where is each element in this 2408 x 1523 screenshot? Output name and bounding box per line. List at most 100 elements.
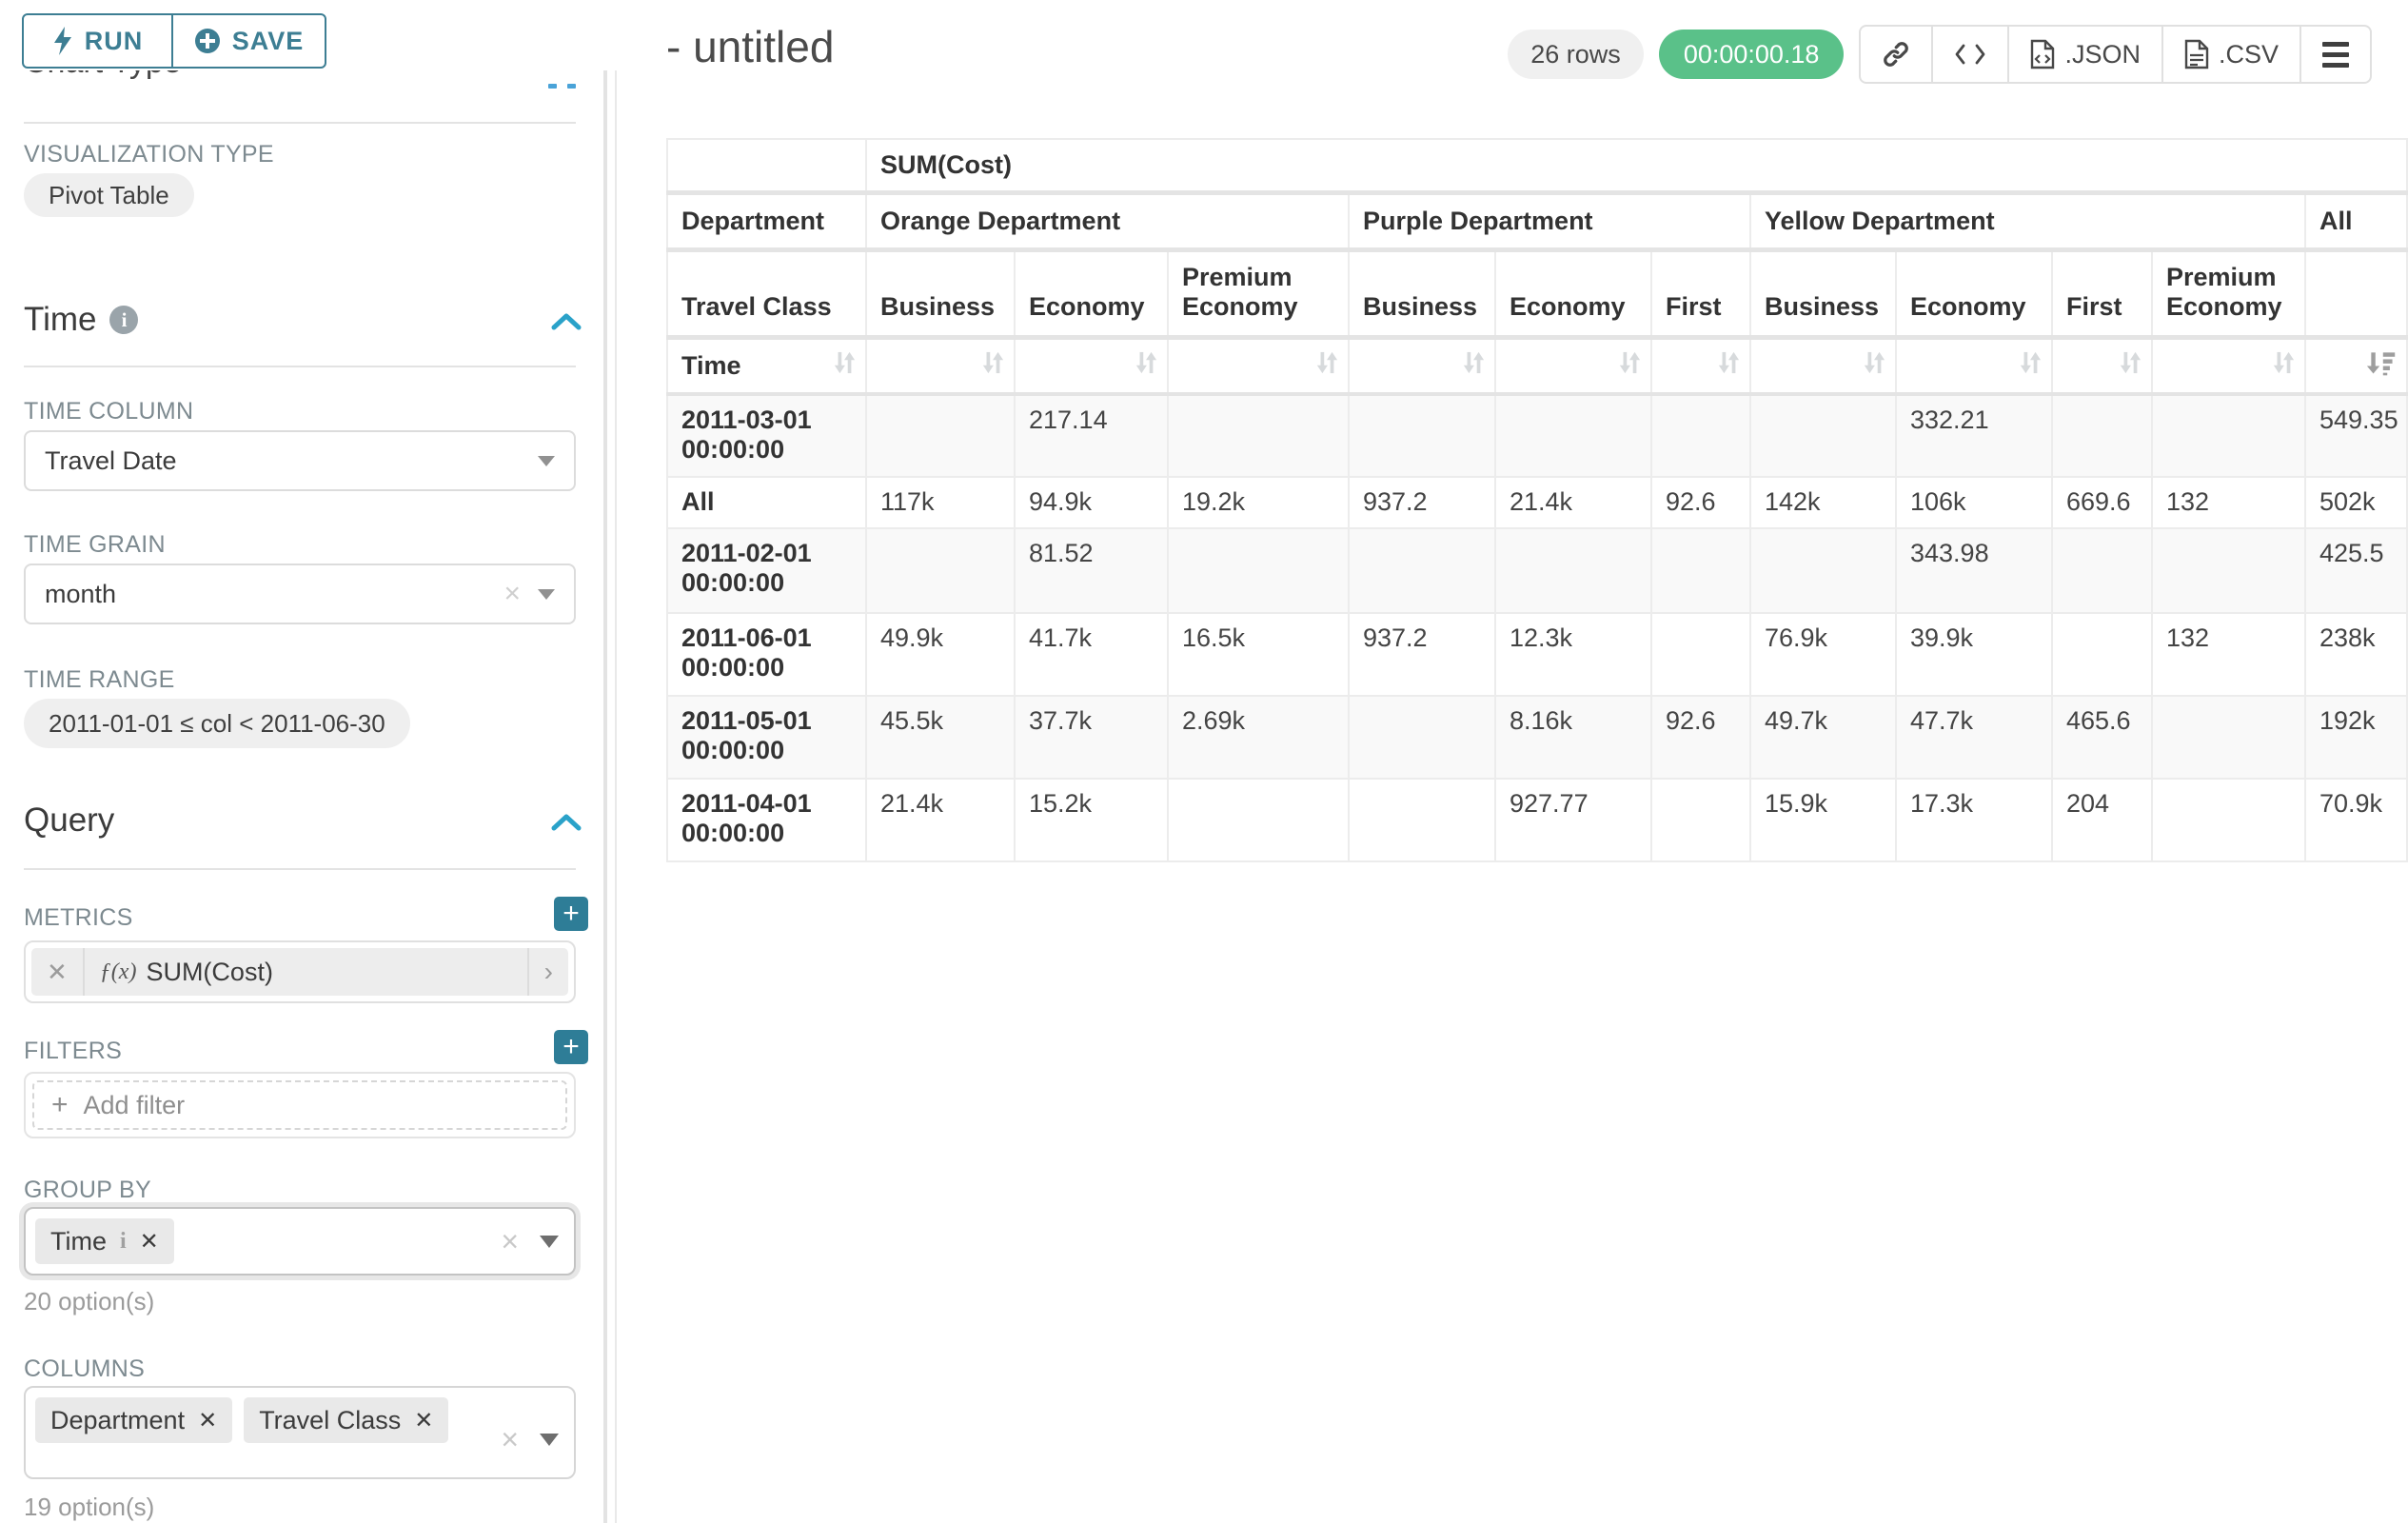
row-label: 2011-03-01 00:00:00 bbox=[666, 392, 867, 478]
sidebar-scrollbar[interactable] bbox=[603, 0, 607, 1523]
time-section-heading[interactable]: Time i bbox=[24, 301, 139, 339]
sort-header[interactable] bbox=[1348, 336, 1496, 396]
travel-class-header: Economy bbox=[1494, 248, 1652, 340]
remove-metric-icon[interactable]: ✕ bbox=[31, 948, 85, 996]
table-row: 2011-03-01 00:00:00 217.14 332.21 549.35 bbox=[666, 392, 2408, 478]
group-by-chip-time[interactable]: Time i ✕ bbox=[35, 1218, 174, 1264]
travel-class-header: Premium Economy bbox=[2151, 248, 2306, 340]
remove-chip-icon[interactable]: ✕ bbox=[198, 1407, 218, 1434]
chevron-tip-icon bbox=[548, 84, 557, 89]
value-cell: 92.6 bbox=[1650, 475, 1751, 529]
time-column-select[interactable]: Travel Date bbox=[24, 430, 576, 491]
row-label: All bbox=[666, 475, 867, 529]
value-cell: 21.4k bbox=[865, 777, 1016, 862]
value-cell bbox=[2051, 392, 2153, 478]
panel-divider bbox=[615, 0, 617, 1523]
sort-icon[interactable] bbox=[1618, 349, 1641, 383]
value-cell bbox=[2051, 526, 2153, 614]
page-title[interactable]: - untitled bbox=[666, 22, 835, 71]
embed-code-button[interactable] bbox=[1931, 27, 2007, 82]
add-filter-text: Add filter bbox=[83, 1090, 186, 1119]
sort-icon[interactable] bbox=[981, 349, 1004, 383]
sort-header-active[interactable] bbox=[2303, 336, 2408, 396]
link-icon bbox=[1884, 42, 1909, 67]
chevron-up-icon[interactable] bbox=[550, 811, 582, 834]
time-grain-label: TIME GRAIN bbox=[24, 531, 166, 558]
sort-icon[interactable] bbox=[1462, 349, 1485, 383]
sort-icon[interactable] bbox=[2119, 349, 2142, 383]
plus-circle-icon bbox=[194, 29, 220, 53]
time-column-label: TIME COLUMN bbox=[24, 398, 194, 425]
value-cell: 21.4k bbox=[1494, 475, 1652, 529]
row-label: 2011-04-01 00:00:00 bbox=[666, 777, 867, 862]
share-link-button[interactable] bbox=[1861, 27, 1931, 82]
query-section-heading[interactable]: Query bbox=[24, 801, 115, 839]
time-sort-header[interactable]: Time bbox=[666, 336, 867, 396]
travel-class-header bbox=[2303, 248, 2408, 340]
sort-header[interactable] bbox=[1650, 336, 1751, 396]
section-divider bbox=[24, 122, 576, 124]
travel-class-header: First bbox=[2051, 248, 2153, 340]
metric-chip[interactable]: ✕ ƒ(x) SUM(Cost) › bbox=[31, 948, 568, 996]
section-divider bbox=[24, 868, 576, 870]
clear-icon[interactable]: × bbox=[501, 1422, 519, 1456]
value-cell: 92.6 bbox=[1650, 694, 1751, 780]
value-cell: 19.2k bbox=[1167, 475, 1350, 529]
travel-class-header: Economy bbox=[1014, 248, 1169, 340]
sort-icon[interactable] bbox=[2272, 349, 2295, 383]
sort-icon[interactable] bbox=[2019, 349, 2042, 383]
value-cell: 81.52 bbox=[1014, 526, 1169, 614]
value-cell: 142k bbox=[1749, 475, 1897, 529]
section-divider bbox=[24, 366, 576, 367]
sort-header[interactable] bbox=[1749, 336, 1897, 396]
columns-chip-department[interactable]: Department ✕ bbox=[35, 1397, 233, 1443]
sort-header[interactable] bbox=[2151, 336, 2306, 396]
export-csv-button[interactable]: .CSV bbox=[2161, 27, 2299, 82]
plus-icon: + bbox=[51, 1089, 69, 1120]
department-group-header: All bbox=[2303, 191, 2408, 252]
sort-header[interactable] bbox=[2051, 336, 2153, 396]
chevron-down-icon bbox=[540, 1433, 559, 1446]
add-filter-dropzone[interactable]: + Add filter bbox=[32, 1080, 567, 1130]
columns-chip-travel-class[interactable]: Travel Class ✕ bbox=[244, 1397, 449, 1443]
remove-chip-icon[interactable]: ✕ bbox=[139, 1228, 159, 1255]
sort-icon[interactable] bbox=[1135, 349, 1157, 383]
sort-header[interactable] bbox=[1494, 336, 1652, 396]
run-button[interactable]: RUN bbox=[22, 13, 172, 69]
query-timer-badge: 00:00:00.18 bbox=[1658, 30, 1845, 79]
row-label: 2011-06-01 00:00:00 bbox=[666, 611, 867, 697]
sort-icon[interactable] bbox=[1315, 349, 1338, 383]
chevron-right-icon[interactable]: › bbox=[526, 948, 568, 996]
sort-header[interactable] bbox=[1167, 336, 1350, 396]
chevron-down-icon bbox=[538, 588, 555, 600]
metrics-label: METRICS bbox=[24, 904, 133, 931]
hamburger-icon bbox=[2322, 41, 2349, 68]
columns-select[interactable]: Department ✕ Travel Class ✕ × bbox=[24, 1386, 576, 1479]
sort-icon[interactable] bbox=[1863, 349, 1885, 383]
add-metric-button[interactable]: + bbox=[554, 897, 588, 931]
chevron-up-icon[interactable] bbox=[550, 310, 582, 333]
value-cell: 41.7k bbox=[1014, 611, 1169, 697]
sort-header[interactable] bbox=[865, 336, 1016, 396]
value-cell bbox=[2151, 392, 2306, 478]
sort-header[interactable] bbox=[1014, 336, 1169, 396]
visualization-type-label: VISUALIZATION TYPE bbox=[24, 141, 274, 168]
sort-icon[interactable] bbox=[833, 349, 856, 383]
time-range-pill[interactable]: 2011-01-01 ≤ col < 2011-06-30 bbox=[24, 699, 410, 748]
menu-button[interactable] bbox=[2299, 27, 2370, 82]
add-filter-button[interactable]: + bbox=[554, 1030, 588, 1064]
remove-chip-icon[interactable]: ✕ bbox=[414, 1407, 434, 1434]
group-by-select[interactable]: Time i ✕ × bbox=[24, 1207, 576, 1276]
export-json-button[interactable]: .JSON bbox=[2007, 27, 2161, 82]
sort-desc-icon[interactable] bbox=[2366, 349, 2397, 383]
visualization-type-pill[interactable]: Pivot Table bbox=[24, 173, 194, 217]
chevron-tip-icon bbox=[567, 84, 576, 89]
save-button[interactable]: SAVE bbox=[172, 13, 326, 69]
sort-header[interactable] bbox=[1895, 336, 2053, 396]
sort-icon[interactable] bbox=[1717, 349, 1740, 383]
value-cell bbox=[1167, 526, 1350, 614]
time-grain-select[interactable]: month × bbox=[24, 564, 576, 624]
travel-class-header: Business bbox=[1348, 248, 1496, 340]
clear-icon[interactable]: × bbox=[501, 1224, 519, 1258]
clear-icon[interactable]: × bbox=[503, 578, 521, 609]
